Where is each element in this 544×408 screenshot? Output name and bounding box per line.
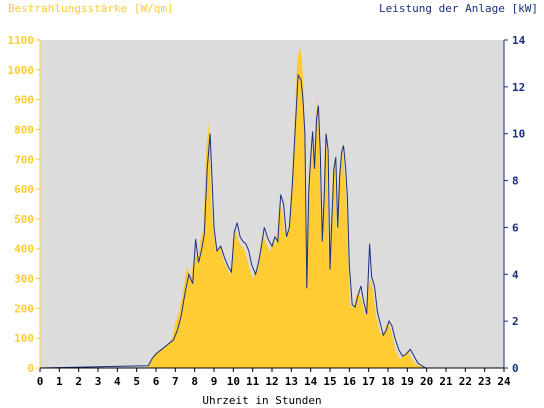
x-tick-label: 10 xyxy=(227,375,240,388)
x-tick-label: 2 xyxy=(75,375,82,388)
irradiance-area xyxy=(40,46,504,368)
left-axis-title: Bestrahlungsstärke [W/qm] xyxy=(8,2,174,15)
right-tick-label: 8 xyxy=(512,175,519,188)
left-tick-label: 0 xyxy=(27,362,34,375)
x-tick-label: 11 xyxy=(246,375,260,388)
left-tick-label: 800 xyxy=(14,123,34,136)
x-tick-label: 22 xyxy=(459,375,472,388)
left-tick-label: 1000 xyxy=(8,64,35,77)
x-axis-ticks: 0 1 2 3 4 5 6 7 8 9 10 11 12 13 14 15 16 17 18 19 20 21 22 23 24 xyxy=(37,368,511,388)
x-tick-label: 1 xyxy=(56,375,63,388)
x-tick-label: 23 xyxy=(478,375,491,388)
x-tick-label: 17 xyxy=(362,375,375,388)
left-tick-label: 300 xyxy=(14,273,34,286)
x-tick-label: 21 xyxy=(439,375,453,388)
x-tick-label: 18 xyxy=(381,375,394,388)
right-tick-label: 0 xyxy=(512,362,519,375)
x-tick-label: 20 xyxy=(420,375,433,388)
left-tick-label: 200 xyxy=(14,302,34,315)
x-tick-label: 3 xyxy=(95,375,102,388)
left-tick-label: 100 xyxy=(14,332,34,345)
left-tick-label: 400 xyxy=(14,243,34,256)
right-axis-title: Leistung der Anlage [kW] xyxy=(379,2,538,15)
right-tick-label: 2 xyxy=(512,315,519,328)
x-tick-label: 0 xyxy=(37,375,44,388)
x-tick-label: 12 xyxy=(265,375,278,388)
right-tick-label: 10 xyxy=(512,128,525,141)
x-tick-label: 16 xyxy=(343,375,357,388)
right-tick-label: 12 xyxy=(512,81,525,94)
x-tick-label: 6 xyxy=(153,375,160,388)
x-tick-label: 5 xyxy=(133,375,140,388)
left-tick-label: 600 xyxy=(14,183,34,196)
x-tick-label: 14 xyxy=(304,375,318,388)
right-tick-label: 4 xyxy=(512,268,519,281)
x-tick-label: 15 xyxy=(323,375,336,388)
left-tick-label: 500 xyxy=(14,213,34,226)
x-tick-label: 24 xyxy=(497,375,511,388)
x-tick-label: 7 xyxy=(172,375,179,388)
x-tick-label: 13 xyxy=(285,375,298,388)
left-tick-label: 700 xyxy=(14,153,34,166)
x-tick-label: 19 xyxy=(401,375,414,388)
x-tick-label: 8 xyxy=(191,375,198,388)
left-tick-label: 900 xyxy=(14,94,34,107)
right-tick-label: 6 xyxy=(512,221,519,234)
right-y-axis-ticks: 0 2 4 6 8 10 12 14 xyxy=(504,34,526,375)
left-tick-label: 1100 xyxy=(8,34,35,47)
x-tick-label: 4 xyxy=(114,375,121,388)
x-axis-title: Uhrzeit in Stunden xyxy=(202,394,321,407)
x-tick-label: 9 xyxy=(211,375,218,388)
power-line xyxy=(39,73,504,369)
left-y-axis-ticks: 0 100 200 300 400 500 600 700 800 900 1000 1100 xyxy=(8,34,40,375)
right-tick-label: 14 xyxy=(512,34,526,47)
